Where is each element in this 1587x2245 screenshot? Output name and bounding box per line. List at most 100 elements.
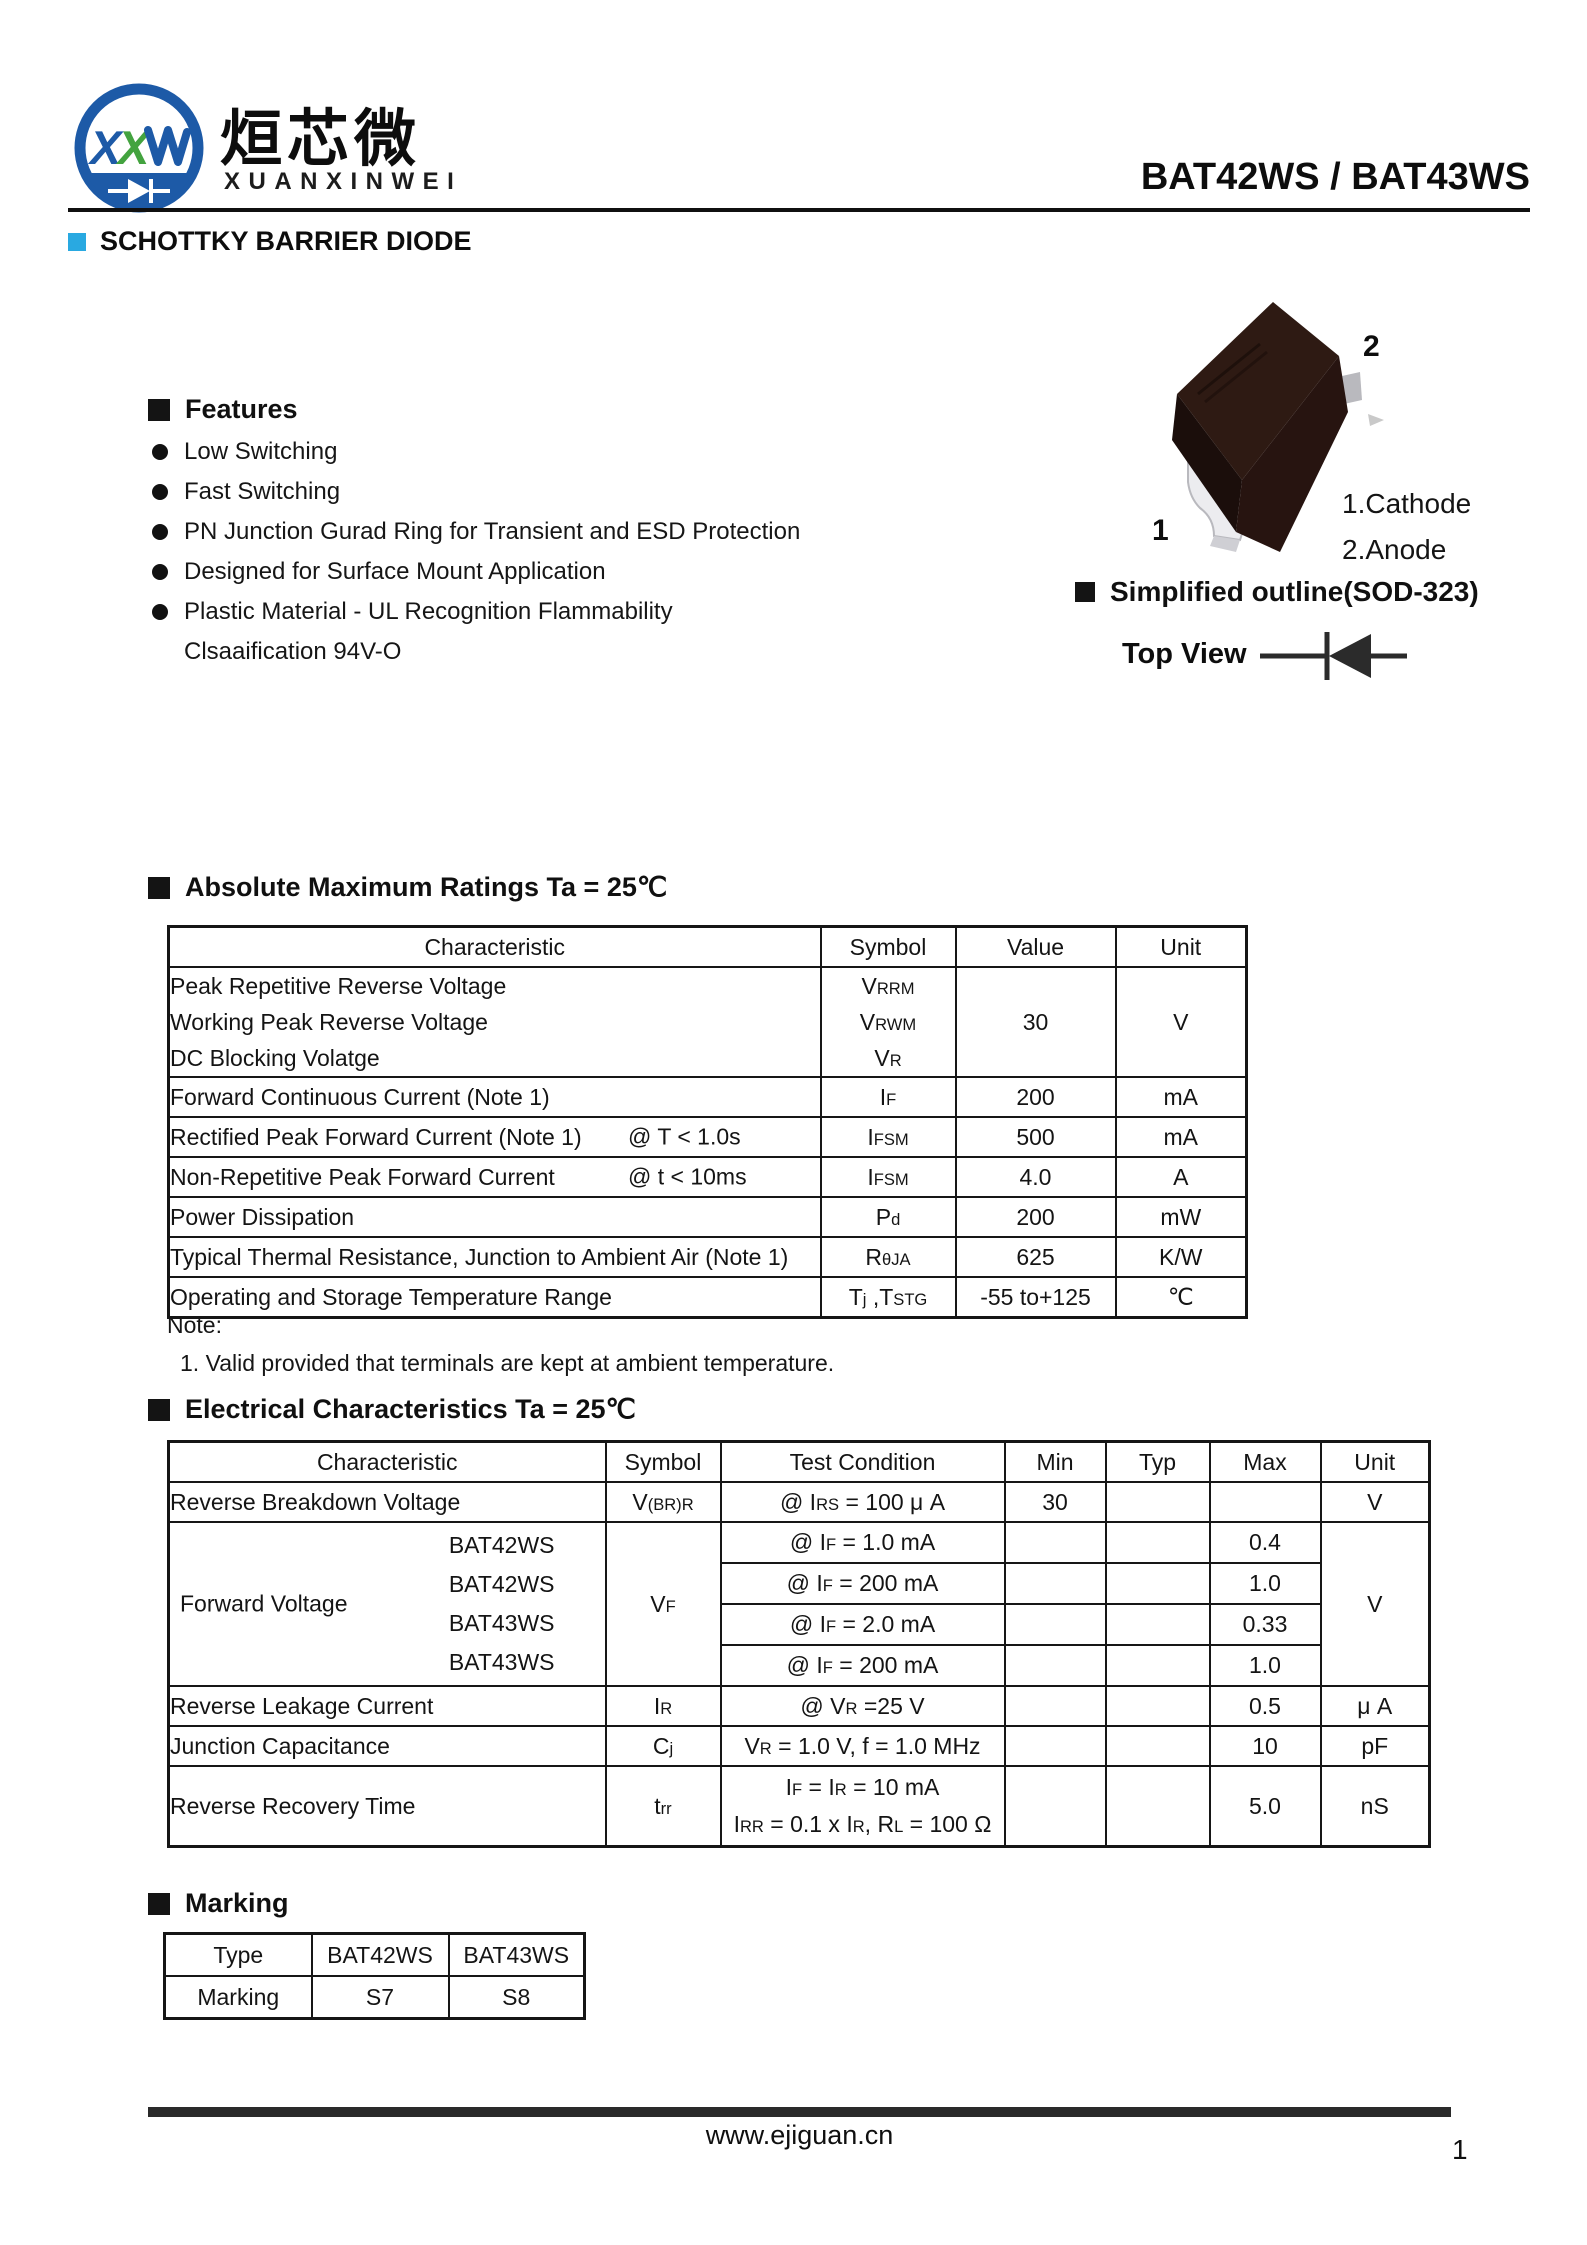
cell-characteristic: Typical Thermal Resistance, Junction to … [167,1236,822,1278]
page-number: 1 [1452,2134,1468,2165]
cell-characteristic: Forward Continuous Current (Note 1) [167,1076,822,1118]
cell-condition: VR = 1.0 V, f = 1.0 MHz [719,1725,1006,1767]
black-square-bullet-icon [148,1398,170,1421]
header-characteristic: Characteristic [167,925,822,968]
abs-max-title: Absolute Maximum Ratings Ta = 25℃ [185,872,668,902]
features-heading: Features [148,394,298,425]
feature-item: Fast Switching [152,472,800,512]
characteristic-line: Peak Repetitive Reverse Voltage [170,973,507,999]
cell-symbol: IR [604,1685,722,1727]
variant-label: BAT43WS [448,1610,555,1636]
cell-min [1003,1521,1107,1564]
top-view-label: Top View [1122,638,1247,670]
characteristic-text: Forward Voltage [180,1590,348,1617]
outline-title: Simplified outline(SOD-323) [1110,576,1479,607]
table-row: Rectified Peak Forward Current (Note 1) … [167,1116,1248,1158]
table-row: Forward Voltage BAT42WS BAT42WS BAT43WS … [167,1521,1431,1687]
cell-typ [1104,1603,1211,1646]
feature-text: Clsaaification 94V-O [184,638,402,665]
table-header-row: Characteristic Symbol Value Unit [167,925,1248,968]
bullet-dot-icon [152,444,168,460]
marking-heading: Marking [148,1888,289,1919]
cell-max [1208,1481,1322,1523]
cell-min [1003,1725,1107,1767]
bullet-dot-icon [152,604,168,620]
feature-item: Plastic Material - UL Recognition Flamma… [152,592,800,632]
company-name-cn: 烜芯微 [220,105,422,174]
symbol-line: VRWM [859,1009,917,1035]
header-unit: Unit [1319,1440,1431,1483]
cell-value: 500 [954,1116,1117,1158]
abs-max-heading: Absolute Maximum Ratings Ta = 25℃ [148,872,667,903]
table-row: Junction Capacitance Cj VR = 1.0 V, f = … [167,1725,1431,1767]
cell-unit: mW [1114,1196,1248,1238]
cell-max: 1.0 [1208,1562,1322,1605]
cell-symbol: RθJA [819,1236,957,1278]
cell-max: 0.4 [1208,1521,1322,1564]
table-row: Reverse Leakage Current IR @ VR =25 V 0.… [167,1685,1431,1727]
cell-symbol: Cj [604,1725,722,1767]
cell-symbol: IF [819,1076,957,1118]
sod-323-package-image [1172,302,1384,552]
table-row: @ IF = 200 mA 1.0 [169,1562,1430,1605]
cell-typ [1104,1725,1211,1767]
header-symbol: Symbol [819,925,957,968]
table-row: Operating and Storage Temperature Range … [167,1276,1248,1319]
table-row: Forward Continuous Current (Note 1) IF 2… [167,1076,1248,1118]
features-title: Features [185,394,298,424]
pin1-label: 1 [1152,514,1169,547]
pin2-label: 2 [1363,330,1380,363]
condition-text: @ T < 1.0s [628,1123,741,1150]
cell-min: 30 [1003,1481,1107,1523]
cell-max: 0.5 [1208,1685,1322,1727]
table-row: @ IF = 200 mA 1.0 [169,1644,1430,1687]
diode-symbol-icon [1260,632,1407,680]
cell-value: 200 [954,1196,1117,1238]
variant-list: BAT42WS BAT42WS BAT43WS BAT43WS [171,1526,604,1682]
cell-value: 625 [954,1236,1117,1278]
header-test-condition: Test Condition [719,1440,1006,1483]
feature-text: Designed for Surface Mount Application [184,558,606,585]
cell-typ [1104,1765,1211,1848]
variant-label: BAT43WS [448,1649,555,1675]
cell-characteristic: Rectified Peak Forward Current (Note 1) … [167,1116,822,1158]
note-text: 1. Valid provided that terminals are kep… [180,1350,835,1376]
cell-typ [1104,1685,1211,1727]
bullet-dot-icon [152,564,168,580]
cell-typ [1104,1521,1211,1564]
table-header-row: Characteristic Symbol Test Condition Min… [167,1440,1431,1483]
variant-label: BAT42WS [448,1532,555,1558]
cell-value: -55 to+125 [954,1276,1117,1319]
electrical-title: Electrical Characteristics Ta = 25℃ [185,1394,636,1424]
feature-text: Fast Switching [184,478,341,505]
bullet-dot-icon [152,524,168,540]
cell-characteristic: Reverse Leakage Current [167,1685,607,1727]
cell-min [1003,1644,1107,1687]
cell-typ [1104,1644,1211,1687]
cell-condition: @ IF = 200 mA [719,1562,1006,1605]
feature-item-continuation: Clsaaification 94V-O [152,632,800,672]
cell-unit: ℃ [1114,1276,1248,1319]
cell-condition: @ IF = 1.0 mA [719,1521,1006,1564]
condition-line: IF = IR = 10 mA [785,1774,940,1800]
table-row: Marking S7 S8 [163,1975,586,2020]
characteristic-line: DC Blocking Volatge [170,1045,380,1071]
cell-condition: IF = IR = 10 mA IRR = 0.1 x IR, RL = 100… [719,1765,1006,1848]
cell-max: 5.0 [1208,1765,1322,1848]
cell-unit: V [1319,1481,1431,1523]
electrical-characteristics-table: Characteristic Symbol Test Condition Min… [167,1440,1431,1848]
feature-text: Plastic Material - UL Recognition Flamma… [184,598,673,625]
variant-label: BAT42WS [448,1571,555,1597]
cell-value: 30 [954,966,1117,1078]
marking-title: Marking [185,1888,289,1918]
characteristic-text: Rectified Peak Forward Current (Note 1) [170,1123,582,1150]
cell-unit: V [1319,1521,1431,1687]
header-characteristic: Characteristic [167,1440,607,1483]
cell-max: 10 [1208,1725,1322,1767]
cell-characteristic-forward-voltage: Forward Voltage BAT42WS BAT42WS BAT43WS … [167,1521,607,1687]
cell-typ [1104,1562,1211,1605]
cell-unit: mA [1114,1116,1248,1158]
feature-text: Low Switching [184,438,338,465]
header-min: Min [1003,1440,1107,1483]
part-number-title: BAT42WS / BAT43WS [1140,156,1530,198]
